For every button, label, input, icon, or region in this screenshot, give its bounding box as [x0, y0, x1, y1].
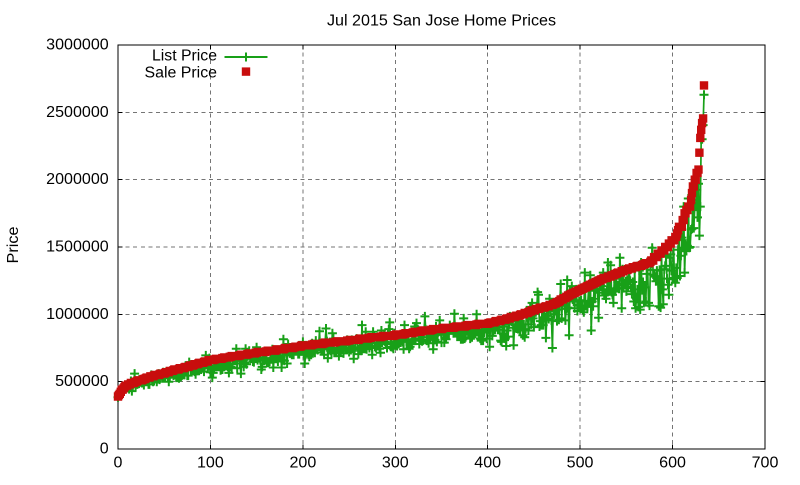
svg-text:400: 400	[474, 455, 501, 472]
svg-text:1500000: 1500000	[46, 239, 109, 256]
svg-text:List Price: List Price	[152, 48, 217, 65]
svg-text:0: 0	[100, 441, 109, 458]
svg-text:100: 100	[197, 455, 224, 472]
svg-text:600: 600	[659, 455, 686, 472]
svg-text:500000: 500000	[55, 373, 109, 390]
svg-text:700: 700	[752, 455, 779, 472]
svg-text:300: 300	[382, 455, 409, 472]
svg-text:1000000: 1000000	[46, 306, 109, 323]
svg-text:Jul 2015 San Jose Home Prices: Jul 2015 San Jose Home Prices	[327, 13, 556, 30]
svg-text:0: 0	[114, 455, 123, 472]
svg-text:Sale Price: Sale Price	[145, 65, 218, 82]
svg-text:2000000: 2000000	[46, 171, 109, 188]
svg-text:200: 200	[290, 455, 317, 472]
svg-text:2500000: 2500000	[46, 104, 109, 121]
svg-text:Price: Price	[5, 227, 22, 264]
svg-text:500: 500	[567, 455, 594, 472]
svg-text:3000000: 3000000	[46, 37, 109, 54]
